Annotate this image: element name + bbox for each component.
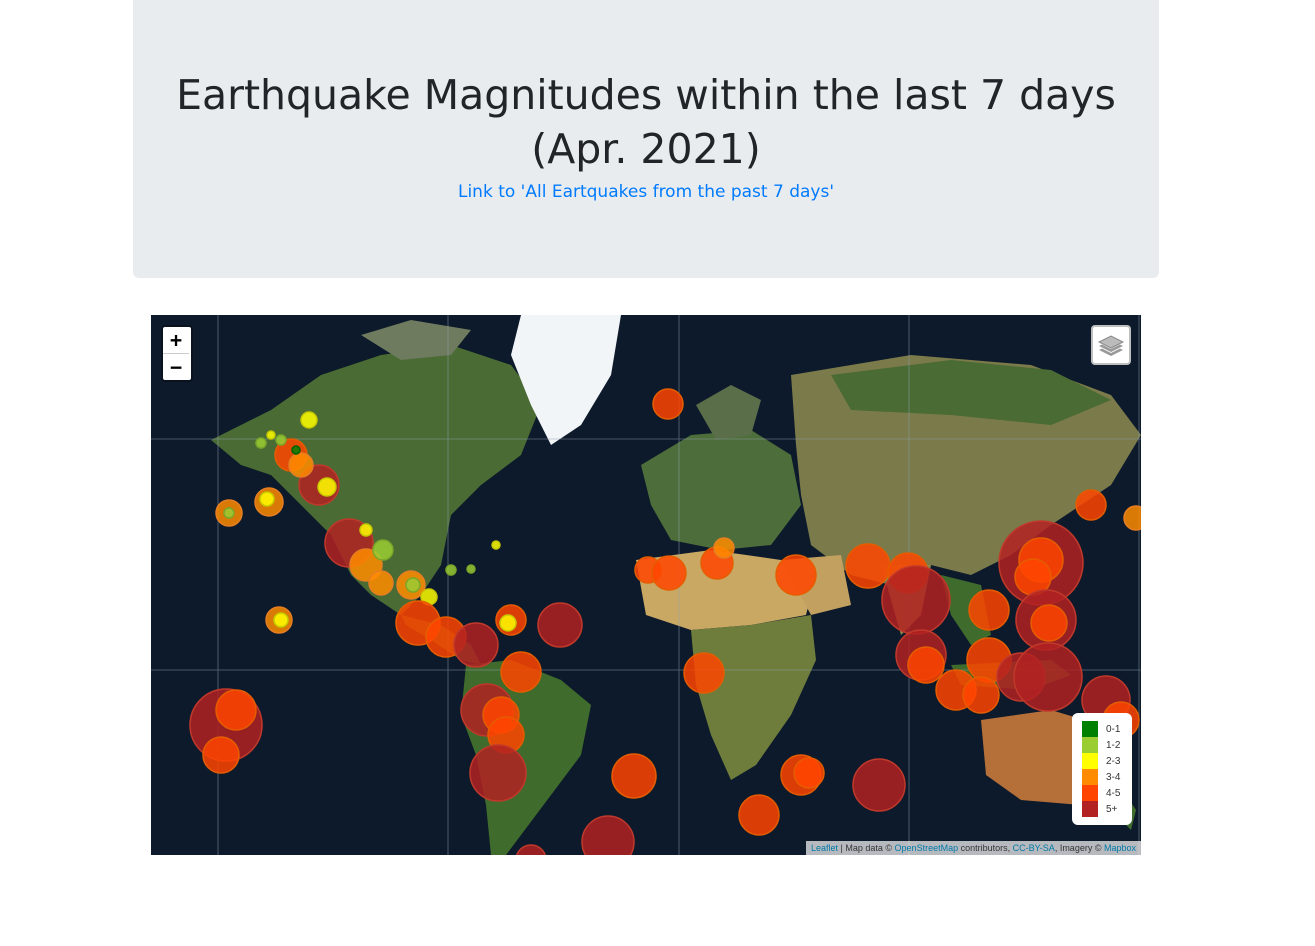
legend-swatch [1082,753,1098,769]
quake-marker [405,577,421,593]
quake-marker [300,411,318,429]
quake-marker [288,452,314,478]
osm-link[interactable]: OpenStreetMap [894,843,959,853]
north-america [211,345,541,615]
quake-marker [266,430,276,440]
quake-marker [499,614,517,632]
europe [641,430,801,550]
africa-south [691,615,816,780]
leaflet-link[interactable]: Leaflet [811,843,839,853]
legend-row: 1-2 [1082,737,1132,753]
quake-marker [713,537,735,559]
quake-marker [273,612,289,628]
license-link[interactable]: CC-BY-SA [1012,843,1055,853]
legend-label: 4-5 [1106,787,1121,799]
quake-marker [255,437,267,449]
page-title: Earthquake Magnitudes within the last 7 … [176,71,1116,173]
legend-swatch [1082,801,1098,817]
quake-marker [516,844,546,855]
quake-marker [259,491,275,507]
zoom-in-button[interactable]: + [169,328,183,352]
mapbox-link[interactable]: Mapbox [1103,843,1136,853]
legend-row: 4-5 [1082,785,1132,801]
quake-marker [652,388,684,420]
quake-marker [1030,604,1068,642]
quake-marker [881,565,951,635]
earthquake-map[interactable]: + − 0-1 1-2 2-3 3-4 4-5 [151,315,1141,855]
magnitude-legend: 0-1 1-2 2-3 3-4 4-5 5+ [1072,713,1132,825]
quake-marker [651,555,687,591]
map-attribution: Leaflet | Map data © OpenStreetMap contr… [806,841,1141,855]
legend-label: 5+ [1106,803,1118,815]
zoom-control: + − [161,325,193,382]
quake-marker [1075,489,1107,521]
quake-marker [275,434,287,446]
legend-swatch [1082,769,1098,785]
quake-marker [611,753,657,799]
quake-marker [500,651,542,693]
quake-marker [775,554,817,596]
scandinavia [696,385,761,440]
layer-switcher-button[interactable] [1091,325,1131,365]
zoom-out-button[interactable]: − [163,353,189,380]
quake-marker [1013,642,1083,712]
attribution-text-3: , Imagery © [1054,843,1104,853]
arctic-islands [361,320,471,360]
legend-swatch [1082,785,1098,801]
siberia [831,360,1111,425]
greenland [511,315,621,445]
quake-marker [223,507,235,519]
quake-marker [738,794,780,836]
quake-marker [453,622,499,668]
legend-label: 0-1 [1106,723,1121,735]
quake-marker [1123,505,1141,531]
header-jumbotron: Earthquake Magnitudes within the last 7 … [133,0,1159,278]
quake-marker [466,564,476,574]
quake-marker [962,676,1000,714]
quake-marker [907,646,945,684]
legend-label: 1-2 [1106,739,1121,751]
quake-marker [291,445,301,455]
quake-marker [215,689,257,731]
attribution-text-2: contributors, [958,843,1013,853]
quake-marker [968,589,1010,631]
quake-marker [845,543,891,589]
quake-marker [445,564,457,576]
quake-marker [359,523,373,537]
quake-marker [852,758,906,812]
all-earthquakes-link[interactable]: Link to 'All Eartquakes from the past 7 … [457,182,835,202]
quake-marker [372,539,394,561]
quake-marker [469,744,527,802]
legend-row: 3-4 [1082,769,1132,785]
layers-icon [1097,335,1125,356]
legend-label: 3-4 [1106,771,1121,783]
quake-marker [317,477,337,497]
map-canvas[interactable] [151,315,1141,855]
quake-marker [683,652,725,694]
quake-marker [368,570,394,596]
legend-row: 5+ [1082,801,1132,817]
quake-marker [581,815,635,855]
legend-row: 2-3 [1082,753,1132,769]
legend-label: 2-3 [1106,755,1121,767]
legend-swatch [1082,721,1098,737]
legend-swatch [1082,737,1098,753]
quake-marker [491,540,501,550]
legend-row: 0-1 [1082,721,1132,737]
attribution-text-1: | Map data © [838,843,895,853]
quake-marker [793,757,825,789]
quake-marker [202,736,240,774]
quake-marker [537,602,583,648]
